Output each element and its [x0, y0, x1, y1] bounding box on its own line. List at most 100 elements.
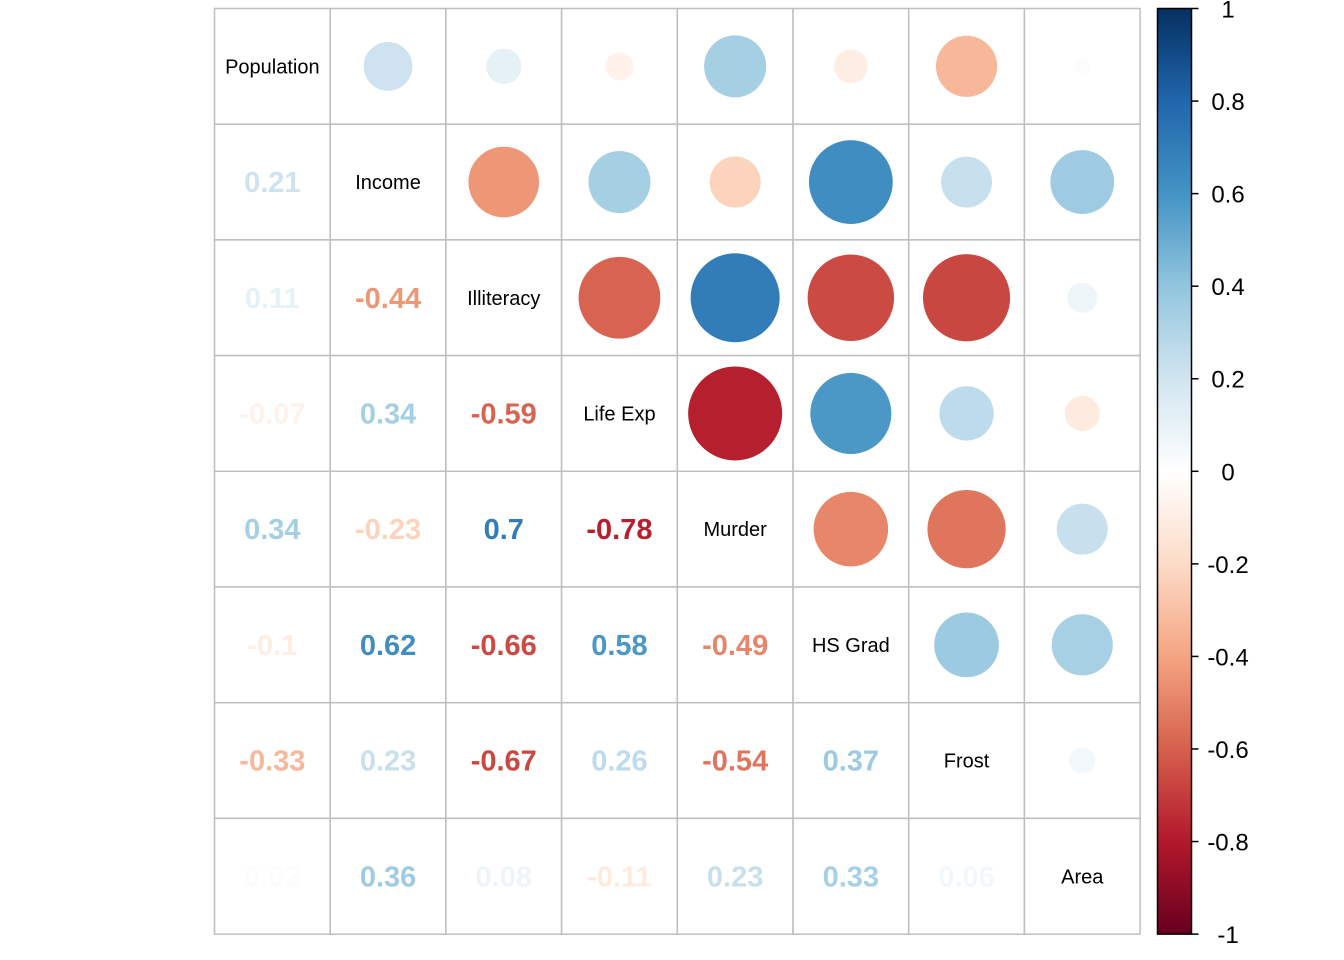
correlation-value: -0.54 — [702, 746, 768, 778]
correlation-value: -0.59 — [471, 398, 537, 430]
correlation-value: 0.58 — [591, 630, 647, 662]
grid-cell — [445, 817, 563, 935]
correlation-circle — [807, 254, 895, 341]
correlation-value: 0.34 — [360, 398, 416, 430]
matrix-marks: Population 0.21 Income 0.11 -0.44 Illiteracy -… — [225, 35, 1115, 893]
correlation-circle — [468, 146, 540, 218]
colorbar-tick-label: -0.4 — [1207, 644, 1248, 671]
correlation-value: 0.02 — [244, 861, 300, 893]
correlation-circle — [935, 35, 998, 97]
grid-cell — [445, 586, 563, 704]
correlation-circle — [939, 386, 994, 441]
correlation-value: 0.08 — [476, 861, 532, 893]
colorbar-tick-label: -0.6 — [1207, 737, 1248, 764]
grid-cell — [560, 354, 679, 473]
correlation-circle — [588, 151, 651, 214]
correlation-circle — [813, 491, 889, 567]
grid-cell — [329, 123, 447, 241]
colorbar-gradient — [1156, 7, 1193, 935]
colorbar-tick-label: 0.8 — [1211, 89, 1244, 116]
correlation-value: 0.33 — [823, 861, 879, 893]
grid-cell — [329, 586, 447, 704]
correlation-value: -0.07 — [239, 398, 305, 430]
correlation-value: -0.67 — [471, 746, 537, 778]
grid-cell — [560, 470, 679, 588]
colorbar-tick-label: 1 — [1221, 0, 1234, 24]
correlation-value: -0.66 — [471, 630, 537, 662]
grid-cell — [792, 701, 910, 820]
correlation-value: 0.23 — [707, 861, 763, 893]
grid-cell — [676, 817, 794, 935]
correlation-circle — [934, 612, 999, 678]
colorbar-tick-label: 0.2 — [1211, 367, 1244, 394]
diagonal-variable-label: Illiteracy — [467, 288, 540, 310]
grid-cell — [329, 239, 447, 357]
diagonal-variable-label: Life Exp — [583, 403, 655, 425]
correlation-value: 0.21 — [244, 167, 300, 199]
correlation-value: -0.44 — [355, 283, 421, 315]
correlation-circle — [709, 156, 761, 208]
correlation-value: 0.34 — [244, 514, 300, 546]
colorbar: 1 0.8 0.6 0.4 0.2 0 -0.2 -0.4 -0.6 -0.8 -1 — [1156, 0, 1249, 949]
correlation-circle — [363, 41, 413, 91]
matrix-cells — [213, 7, 1141, 935]
grid-cell — [213, 7, 331, 125]
correlation-circle — [486, 48, 522, 85]
grid-cell — [560, 817, 679, 935]
colorbar-tick-label: -0.2 — [1207, 552, 1248, 579]
grid-cell — [213, 239, 331, 357]
correlation-value: -0.33 — [239, 746, 305, 778]
grid-cell — [329, 817, 447, 935]
correlation-circle — [1067, 282, 1098, 313]
grid-cell — [676, 586, 794, 704]
grid-cell — [1023, 817, 1141, 935]
correlation-value: 0.06 — [938, 861, 994, 893]
grid-cell — [792, 586, 910, 704]
correlation-circle — [605, 52, 634, 81]
grid-cell — [445, 354, 563, 473]
diagonal-variable-label: Area — [1061, 866, 1104, 888]
correlation-circle — [690, 253, 780, 343]
correlation-value: 0.36 — [360, 861, 416, 893]
correlation-value: 0.62 — [360, 630, 416, 662]
correlation-value: -0.23 — [355, 514, 421, 546]
grid-cell — [676, 470, 794, 588]
diagonal-variable-label: Frost — [944, 751, 990, 773]
correlation-circle — [1074, 58, 1090, 74]
diagonal-variable-label: Population — [225, 56, 320, 78]
correlation-circle — [808, 140, 893, 224]
correlation-circle — [927, 490, 1006, 569]
diagonal-variable-label: HS Grad — [812, 635, 890, 657]
diagonal-variable-label: Income — [355, 172, 421, 194]
correlation-circle — [1069, 747, 1096, 774]
correlation-value: -0.11 — [587, 861, 652, 893]
correlation-circle — [1056, 503, 1108, 555]
diagonal-variable-label: Murder — [703, 519, 767, 541]
colorbar-tick-label: 0.4 — [1211, 274, 1244, 301]
colorbar-tick-label: 0 — [1221, 459, 1234, 486]
correlation-value: -0.49 — [702, 630, 768, 662]
grid-cell — [213, 701, 331, 820]
grid-cell — [329, 701, 447, 820]
colorbar-tick-label: -0.8 — [1207, 830, 1248, 857]
correlation-value: 0.37 — [823, 746, 879, 778]
grid-cell — [907, 701, 1026, 820]
correlation-circle — [1050, 150, 1115, 214]
grid-cell — [213, 817, 331, 935]
correlation-circle — [704, 35, 767, 98]
grid-cell — [445, 701, 563, 820]
correlation-circle — [941, 156, 993, 208]
grid-cell — [445, 239, 563, 357]
correlation-circle — [688, 366, 783, 461]
correlation-value: -0.78 — [586, 514, 652, 546]
correlation-value: 0.23 — [360, 746, 416, 778]
grid-cell — [213, 354, 331, 473]
correlation-value: 0.26 — [591, 746, 647, 778]
grid-cell — [792, 817, 910, 935]
grid-cell — [445, 470, 563, 588]
correlation-value: 0.11 — [245, 283, 300, 315]
correlation-circle — [922, 254, 1011, 342]
correlation-circle — [1064, 395, 1100, 432]
correlation-circle — [578, 256, 661, 339]
